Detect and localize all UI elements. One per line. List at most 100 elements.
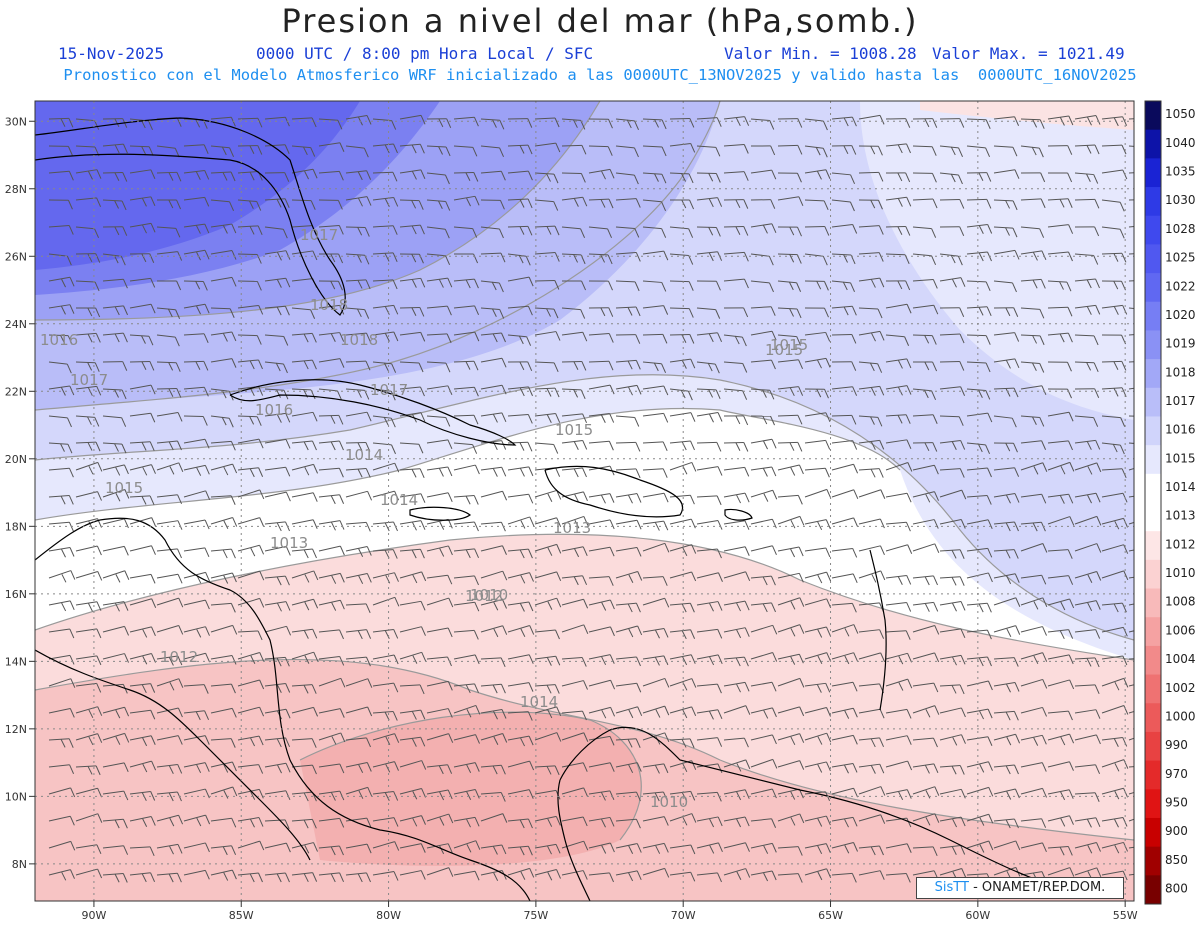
wind-barb xyxy=(804,598,832,609)
wind-barb xyxy=(642,305,669,315)
wind-barb xyxy=(48,467,74,478)
wind-barb xyxy=(588,842,615,854)
wind-barb xyxy=(777,515,805,529)
wind-barb xyxy=(102,489,130,502)
wind-barb xyxy=(750,681,777,692)
wind-barb xyxy=(507,225,533,236)
contour-label: 1014 xyxy=(380,491,418,509)
wind-barb xyxy=(858,814,886,824)
wind-barb xyxy=(345,762,372,773)
lat-tick-label: 30N xyxy=(5,115,27,128)
wind-barb xyxy=(696,441,722,452)
wind-barb xyxy=(1128,846,1134,849)
max-value: Valor Max. = 1021.49 xyxy=(932,44,1125,63)
wind-barb xyxy=(858,737,885,748)
wind-barb xyxy=(156,735,183,745)
wind-barb xyxy=(615,625,643,638)
wind-barb xyxy=(237,597,265,608)
wind-barb xyxy=(588,384,615,395)
map-title: Presion a nivel del mar (hPa,somb.) xyxy=(281,2,919,40)
wind-barb xyxy=(939,277,966,288)
colorbar-label: 900 xyxy=(1165,824,1188,838)
wind-barb xyxy=(129,816,156,827)
wind-barb xyxy=(156,307,181,319)
wind-barb xyxy=(426,145,451,157)
wind-barb xyxy=(264,198,290,208)
wind-barb xyxy=(912,226,937,238)
wind-barb xyxy=(966,629,992,640)
wind-barb xyxy=(804,280,829,291)
wind-barb xyxy=(291,168,318,180)
wind-barb xyxy=(750,545,777,555)
wind-barb xyxy=(912,575,938,586)
wind-barb xyxy=(75,813,103,823)
wind-barb xyxy=(831,517,859,528)
wind-barb xyxy=(696,280,721,291)
wind-barb xyxy=(264,172,290,182)
wind-barb xyxy=(696,816,723,828)
wind-barb xyxy=(426,385,453,396)
wind-barb xyxy=(885,439,912,450)
wind-barb xyxy=(804,118,828,131)
wind-barb xyxy=(966,118,991,129)
wind-barb xyxy=(642,172,667,184)
wind-barb xyxy=(1128,172,1134,174)
wind-barb xyxy=(885,652,913,665)
wind-barb xyxy=(777,334,802,346)
wind-barb xyxy=(48,869,75,881)
wind-barb xyxy=(399,709,426,720)
wind-barb xyxy=(480,844,507,855)
wind-barb xyxy=(588,253,613,265)
wind-barb xyxy=(993,733,1021,746)
wind-barb xyxy=(777,359,804,369)
wind-barb xyxy=(264,466,291,477)
wind-barb xyxy=(858,545,885,556)
colorbar-swatch xyxy=(1145,502,1161,532)
wind-barb xyxy=(669,358,696,369)
wind-barb xyxy=(1128,199,1134,201)
wind-barb xyxy=(939,734,966,746)
wind-barb xyxy=(1128,658,1134,660)
wind-barb xyxy=(885,226,911,236)
wind-barb xyxy=(696,117,722,127)
wind-barb xyxy=(615,226,640,238)
wind-barb xyxy=(1074,600,1101,612)
wind-barb xyxy=(453,414,479,425)
wind-barb xyxy=(399,331,426,342)
wind-barb xyxy=(642,441,668,452)
wind-barb xyxy=(885,630,911,640)
wind-barb xyxy=(1128,766,1134,768)
wind-barb xyxy=(48,628,75,639)
wind-barb xyxy=(291,684,317,694)
wind-barb xyxy=(885,358,912,369)
wind-barb xyxy=(318,629,344,640)
wind-barb xyxy=(831,872,857,883)
wind-barb xyxy=(939,600,966,612)
wind-barb xyxy=(426,172,450,185)
wind-barb xyxy=(993,840,1021,851)
wind-barb xyxy=(561,624,589,635)
wind-barb xyxy=(264,790,291,800)
wind-barb xyxy=(102,706,130,719)
wind-barb xyxy=(534,765,560,776)
wind-barb xyxy=(480,226,504,239)
wind-barb xyxy=(345,145,369,158)
wind-barb xyxy=(966,224,993,234)
contour-label: 1015 xyxy=(555,421,593,439)
wind-barb xyxy=(102,415,127,427)
wind-barb xyxy=(1047,145,1073,155)
colorbar-swatch xyxy=(1145,846,1161,876)
wind-barb xyxy=(696,763,723,774)
colorbar-label: 1004 xyxy=(1165,652,1196,666)
colorbar-label: 1035 xyxy=(1165,165,1196,179)
wind-barb xyxy=(102,172,128,182)
contour-label: 1010 xyxy=(470,586,508,604)
wind-barb xyxy=(885,760,913,771)
wind-barb xyxy=(291,117,317,128)
wind-barb xyxy=(588,413,615,424)
wind-barb xyxy=(183,599,210,610)
wind-barb xyxy=(1074,334,1099,346)
forecast-subtitle: Pronostico con el Modelo Atmosferico WRF… xyxy=(63,66,1137,84)
wind-barb xyxy=(507,735,534,747)
wind-barb xyxy=(75,461,103,475)
